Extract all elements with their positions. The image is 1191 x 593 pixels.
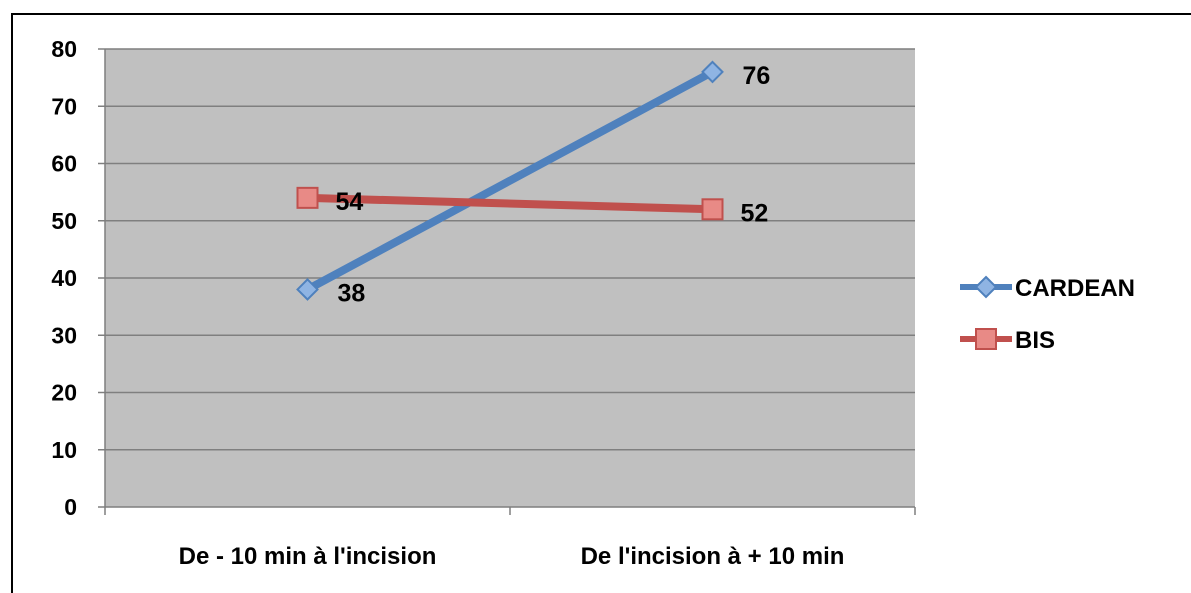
y-tick-label: 40 <box>51 265 77 291</box>
gridlines <box>98 48 915 508</box>
data-label: 54 <box>336 188 364 216</box>
axes <box>104 49 916 515</box>
data-point-marker <box>701 60 724 84</box>
series-group: 38 76 54 52 <box>296 60 771 307</box>
legend-label: BIS <box>1015 327 1055 354</box>
y-tick-label: 60 <box>51 151 77 177</box>
y-tick-label: 50 <box>51 208 77 234</box>
legend-swatch-marker <box>974 275 998 299</box>
x-category-label: De l'incision à + 10 min <box>581 543 845 570</box>
series-line <box>303 67 717 294</box>
legend-swatch-marker <box>975 328 997 350</box>
legend-label: CARDEAN <box>1015 275 1135 302</box>
chart-frame <box>11 13 1191 593</box>
series-bis: 54 52 <box>296 186 769 227</box>
legend-item-cardean: CARDEAN <box>960 275 1135 302</box>
y-tick-labels: 0 10 20 30 40 50 60 70 80 <box>51 36 77 520</box>
data-label: 76 <box>743 62 771 90</box>
x-category-labels: De - 10 min à l'incision De l'incision à … <box>179 543 845 570</box>
y-tick-label: 20 <box>51 380 77 406</box>
y-tick-label: 30 <box>51 322 77 348</box>
series-line <box>303 193 717 214</box>
y-tick-label: 0 <box>64 494 77 520</box>
legend-item-bis: BIS <box>960 327 1055 354</box>
data-point-marker <box>701 198 724 221</box>
legend: CARDEAN BIS <box>960 275 1135 354</box>
x-category-label: De - 10 min à l'incision <box>179 543 437 570</box>
y-tick-label: 80 <box>51 36 77 62</box>
data-label: 38 <box>338 279 366 307</box>
data-point-marker <box>296 278 319 301</box>
data-label: 52 <box>741 199 769 227</box>
y-tick-label: 10 <box>51 437 77 463</box>
series-cardean: 38 76 <box>296 60 771 307</box>
y-tick-label: 70 <box>51 93 77 119</box>
data-point-marker <box>296 186 319 209</box>
